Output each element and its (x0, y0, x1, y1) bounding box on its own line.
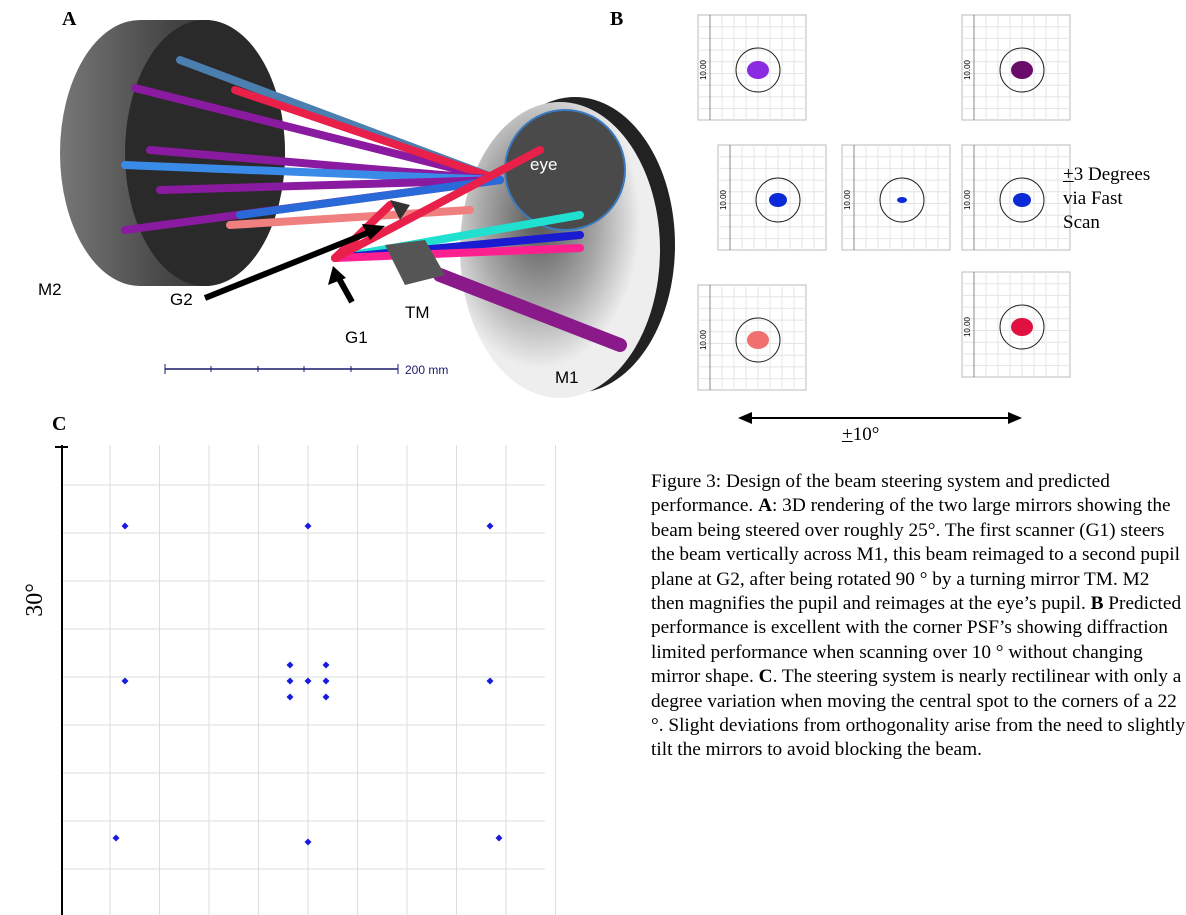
psf-plot: 10.00 (718, 145, 826, 250)
psf-plot: 10.00 (962, 145, 1070, 250)
psf-plot: 10.00 (962, 272, 1070, 377)
fast-scan-note: +3 Degrees via Fast Scan (1063, 163, 1150, 235)
psf-plot: 10.00 (842, 145, 950, 250)
panel-label: B (610, 8, 623, 30)
psf-plot: 10.00 (698, 285, 806, 390)
psf-spot (769, 193, 787, 207)
psf-scale: 10.00 (699, 59, 708, 80)
note-line: +3 Degrees (1063, 163, 1150, 187)
label: eye (530, 155, 557, 174)
page: A M2 G2 G1 TM M1 eye 200 mm B 10.0010.00… (0, 0, 1186, 915)
caption-bold: B (1091, 593, 1104, 614)
psf-plot: 10.00 (698, 15, 806, 120)
psf-frame (842, 145, 950, 250)
caption-bold: C (759, 666, 773, 687)
psf-scale: 10.00 (843, 189, 852, 210)
label: M2 (38, 280, 62, 299)
axis-label: 30° (22, 583, 48, 617)
psf-spot (1011, 61, 1033, 79)
psf-spot (1013, 193, 1031, 207)
psf-plot: 10.00 (962, 15, 1070, 120)
psf-scale: 10.00 (963, 316, 972, 337)
scale-label: 200 mm (405, 363, 448, 377)
grid-frame (62, 445, 545, 915)
psf-spot (747, 61, 769, 79)
label: TM (405, 303, 430, 322)
psf-scale: 10.00 (719, 189, 728, 210)
psf-scale: 10.00 (963, 189, 972, 210)
psf-plots: 10.00 10.00 10.00 10.00 10.00 10.00 10.00 (698, 15, 1070, 390)
note-line: via Fast (1063, 187, 1150, 211)
label: G2 (170, 290, 193, 309)
psf-scale: 10.00 (699, 329, 708, 350)
label: G1 (345, 328, 368, 347)
note-line: Scan (1063, 211, 1150, 235)
figure: A M2 G2 G1 TM M1 eye 200 mm B 10.0010.00… (0, 0, 1186, 915)
psf-spot (897, 197, 907, 203)
caption-bold: A (758, 495, 772, 516)
spot-grid (55, 445, 556, 915)
panel-label: A (62, 8, 77, 30)
caption: Figure 3: Design of the beam steering sy… (651, 470, 1186, 763)
range-label: +10° (842, 424, 879, 446)
label: M1 (555, 368, 579, 387)
panel-label: C (52, 413, 66, 435)
psf-spot (1011, 318, 1033, 336)
psf-scale: 10.00 (963, 59, 972, 80)
psf-spot (747, 331, 769, 349)
